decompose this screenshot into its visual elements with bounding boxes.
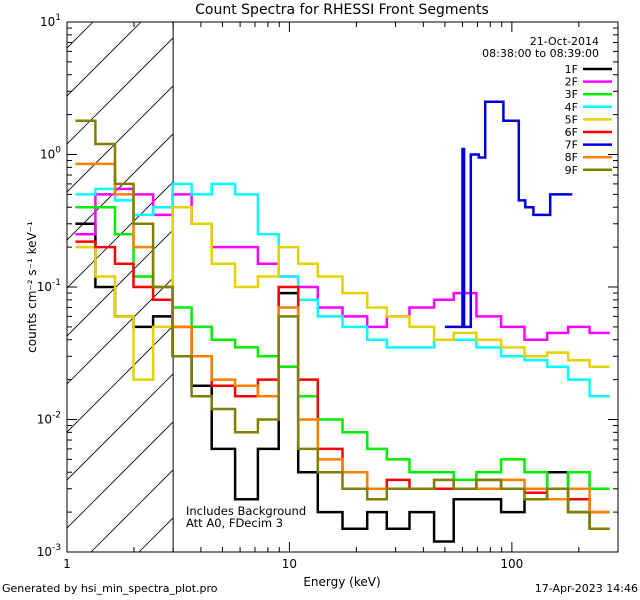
attenuator-annotation: Att A0, FDecim 3: [186, 516, 283, 530]
background-annotation: Includes Background: [186, 504, 306, 518]
legend-label-4f: 4F: [565, 101, 578, 114]
series-line-1f: [75, 222, 610, 543]
footer-generated-by: Generated by hsi_min_spectra_plot.pro: [2, 582, 218, 595]
series-line-5f: [75, 205, 610, 381]
hatch-line: [67, 325, 174, 433]
y-axis-label: counts cm⁻² s⁻¹ keV⁻¹: [25, 221, 39, 353]
date-label: 21-Oct-2014: [530, 35, 599, 48]
legend-label-3f: 3F: [565, 88, 578, 101]
x-tick-label: 100: [500, 557, 523, 571]
time-range-label: 08:38:00 to 08:39:00: [482, 47, 599, 60]
x-tick-label: 10: [282, 557, 297, 571]
x-axis-label: Energy (keV): [303, 575, 380, 589]
hatch-line: [67, 181, 174, 289]
y-axis-ticks: 10-3 10-2 10-1 100 101: [37, 13, 618, 559]
hatch-line: [67, 277, 174, 385]
x-axis-ticks: 1 10 100: [63, 22, 619, 571]
x-tick-label: 1: [63, 557, 71, 571]
y-tick-label: 10-3: [37, 543, 61, 559]
chart-title: Count Spectra for RHESSI Front Segments: [195, 2, 489, 18]
y-tick-label: 100: [40, 146, 61, 162]
series-line-7f: [444, 100, 573, 329]
y-tick-label: 10-2: [37, 411, 61, 427]
legend-label-6f: 6F: [565, 126, 578, 139]
series-line-3f: [75, 205, 610, 491]
footer-timestamp: 17-Apr-2023 14:46: [534, 582, 638, 595]
hatch-line: [67, 22, 142, 97]
legend-label-1f: 1F: [565, 63, 578, 76]
hatch-line: [67, 37, 174, 145]
series-line-9f: [75, 119, 610, 530]
hatch-line: [67, 229, 174, 337]
excluded-energy-hatch: [0, 0, 174, 552]
hatch-line: [0, 0, 27, 552]
y-tick-label: 101: [40, 13, 61, 29]
legend-label-2f: 2F: [565, 76, 578, 89]
y-tick-label: 10-1: [37, 278, 61, 294]
series-lines: [75, 100, 610, 543]
legend-label-7f: 7F: [565, 139, 578, 152]
hatch-line: [67, 421, 174, 529]
legend-label-8f: 8F: [565, 151, 578, 164]
legend-label-5f: 5F: [565, 113, 578, 126]
hatch-line: [67, 373, 174, 481]
legend-label-9f: 9F: [565, 164, 578, 177]
